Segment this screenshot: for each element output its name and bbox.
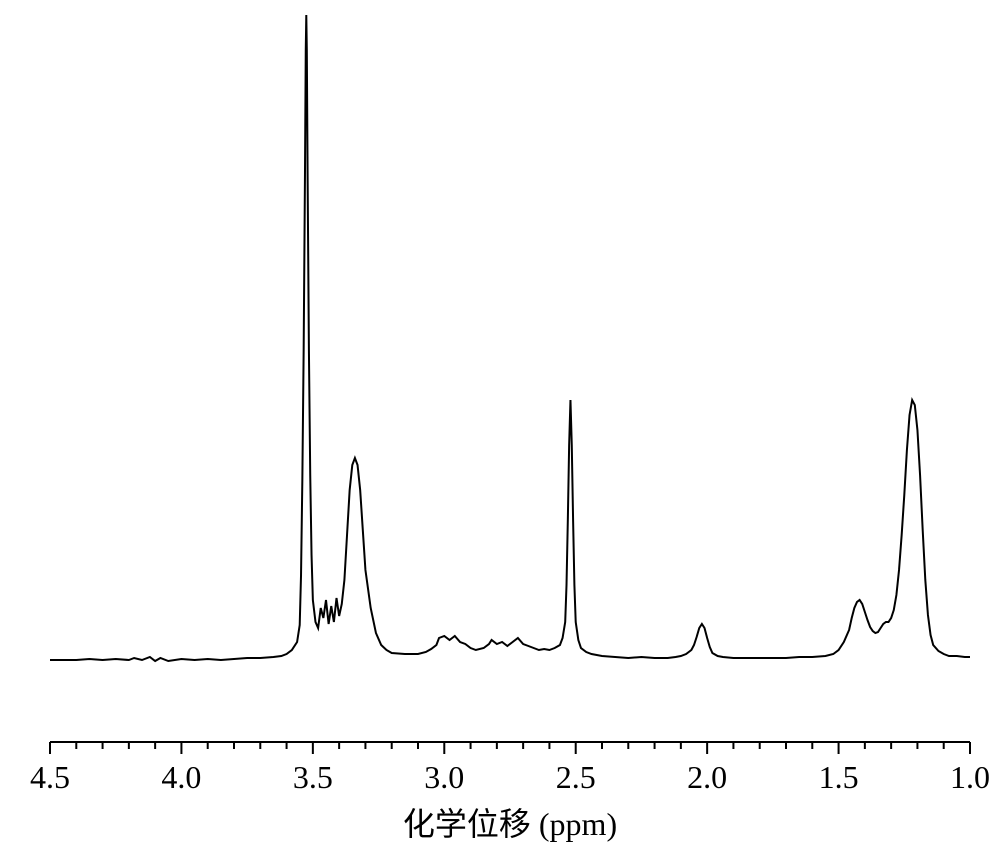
x-tick-label: 4.0 [161,759,201,795]
nmr-spectrum-chart: 4.5 4.0 3.5 3.0 2.5 2.0 1.5 1.0 化学位移 (ppm) [0,0,1000,862]
x-tick-label: 3.5 [293,759,333,795]
x-tick-label: 3.0 [424,759,464,795]
x-tick-label: 2.5 [556,759,596,795]
x-tick-label: 1.5 [819,759,859,795]
spectrum-trace [50,15,970,661]
x-axis-label: 化学位移 (ppm) [403,806,617,842]
chart-canvas: 4.5 4.0 3.5 3.0 2.5 2.0 1.5 1.0 化学位移 (ppm) [0,0,1000,862]
x-tick-label: 1.0 [950,759,990,795]
x-tick-label: 2.0 [687,759,727,795]
x-tick-label: 4.5 [30,759,70,795]
